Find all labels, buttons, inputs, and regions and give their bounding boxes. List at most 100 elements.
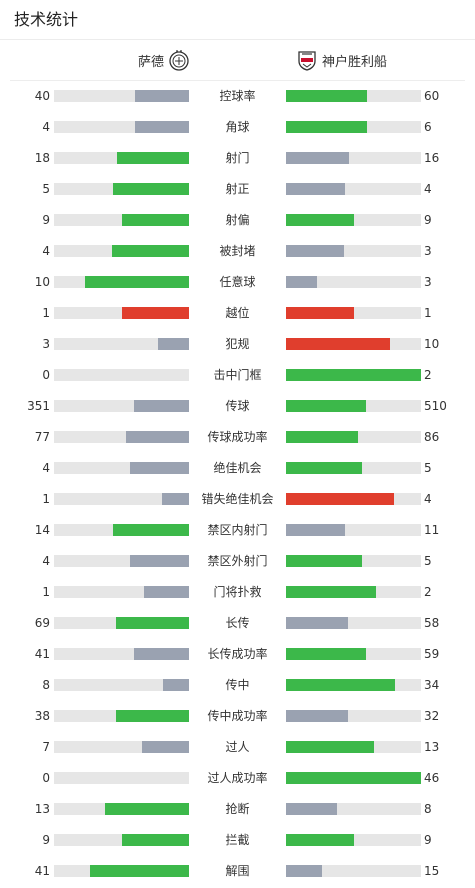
- stat-row: 4 绝佳机会 5: [0, 453, 475, 484]
- stat-row: 1 越位 1: [0, 298, 475, 329]
- away-stat-value: 11: [424, 523, 440, 537]
- away-stat-bar: [286, 586, 421, 598]
- stat-row: 8 传中 34: [0, 670, 475, 701]
- home-stat-fill: [135, 121, 189, 133]
- stat-label: 解围: [225, 864, 250, 878]
- home-stat-bar: [54, 183, 189, 195]
- home-stat-value: 1: [42, 492, 50, 506]
- home-stat-fill: [129, 462, 189, 474]
- home-stat-fill: [157, 338, 189, 350]
- home-stat-value: 4: [42, 461, 50, 475]
- home-stat-bar: [54, 400, 189, 412]
- home-stat-fill: [121, 307, 189, 319]
- away-team-logo-icon: [296, 49, 318, 71]
- stat-label: 绝佳机会: [213, 461, 262, 475]
- away-stat-bar: [286, 90, 421, 102]
- home-stat-bar: [54, 338, 189, 350]
- home-stat-value: 8: [42, 678, 50, 692]
- stat-row: 14 禁区内射门 11: [0, 515, 475, 546]
- home-stat-value: 41: [34, 864, 50, 878]
- away-stat-value: 4: [424, 182, 432, 196]
- away-stat-value: 510: [424, 399, 447, 413]
- stat-row: 9 射偏 9: [0, 205, 475, 236]
- stat-row: 41 解围 15: [0, 856, 475, 887]
- stat-row: 69 长传 58: [0, 608, 475, 639]
- away-stat-value: 4: [424, 492, 432, 506]
- stat-label: 犯规: [225, 337, 250, 351]
- away-stat-bar: [286, 462, 421, 474]
- away-stat-value: 5: [424, 461, 432, 475]
- away-stat-bar: [286, 710, 421, 722]
- home-stat-bar: [54, 710, 189, 722]
- away-stat-fill: [286, 245, 345, 257]
- home-stat-fill: [121, 214, 189, 226]
- home-stat-value: 13: [34, 802, 50, 816]
- home-stat-fill: [90, 865, 189, 877]
- stat-label: 过人成功率: [207, 771, 268, 785]
- away-stat-bar: [286, 865, 421, 877]
- away-stat-fill: [286, 183, 346, 195]
- home-stat-fill: [116, 617, 189, 629]
- stat-row: 4 被封堵 3: [0, 236, 475, 267]
- stat-label: 射偏: [225, 213, 250, 227]
- home-stat-bar: [54, 245, 189, 257]
- home-stat-value: 10: [34, 275, 50, 289]
- home-stat-value: 351: [27, 399, 50, 413]
- home-team[interactable]: 萨德: [138, 40, 194, 80]
- away-stat-fill: [286, 772, 421, 784]
- away-stat-fill: [286, 493, 394, 505]
- away-stat-value: 59: [424, 647, 440, 661]
- stat-row: 1 门将扑救 2: [0, 577, 475, 608]
- away-stat-bar: [286, 152, 421, 164]
- away-stat-value: 3: [424, 244, 432, 258]
- away-stat-value: 46: [424, 771, 440, 785]
- home-stat-value: 77: [34, 430, 50, 444]
- away-stat-bar: [286, 121, 421, 133]
- away-stat-bar: [286, 276, 421, 288]
- away-stat-value: 8: [424, 802, 432, 816]
- away-stat-value: 9: [424, 213, 432, 227]
- home-stat-fill: [141, 741, 189, 753]
- away-stat-value: 9: [424, 833, 432, 847]
- stat-row: 41 长传成功率 59: [0, 639, 475, 670]
- home-team-name: 萨德: [138, 54, 165, 70]
- home-stat-fill: [85, 276, 189, 288]
- stat-label: 门将扑救: [213, 585, 262, 599]
- stat-label: 被封堵: [219, 244, 256, 258]
- away-stat-bar: [286, 741, 421, 753]
- away-stat-value: 60: [424, 89, 440, 103]
- home-stat-bar: [54, 462, 189, 474]
- stat-row: 0 过人成功率 46: [0, 763, 475, 794]
- away-stat-bar: [286, 183, 421, 195]
- away-stat-fill: [286, 338, 390, 350]
- home-stat-fill: [113, 183, 189, 195]
- home-stat-bar: [54, 493, 189, 505]
- stat-label: 射门: [225, 151, 250, 165]
- away-stat-bar: [286, 431, 421, 443]
- home-stat-bar: [54, 524, 189, 536]
- stat-label: 射正: [225, 182, 250, 196]
- stat-row: 0 击中门框 2: [0, 360, 475, 391]
- away-stat-fill: [286, 524, 346, 536]
- away-stat-bar: [286, 772, 421, 784]
- away-stat-bar: [286, 803, 421, 815]
- home-stat-fill: [133, 648, 189, 660]
- stat-row: 7 过人 13: [0, 732, 475, 763]
- stat-label: 禁区内射门: [207, 523, 268, 537]
- away-stat-bar: [286, 493, 421, 505]
- home-stat-fill: [135, 90, 189, 102]
- home-stat-bar: [54, 214, 189, 226]
- stat-row: 10 任意球 3: [0, 267, 475, 298]
- home-stat-bar: [54, 679, 189, 691]
- stat-label: 击中门框: [213, 368, 262, 382]
- stat-row: 38 传中成功率 32: [0, 701, 475, 732]
- away-stat-fill: [286, 617, 349, 629]
- away-stat-value: 2: [424, 368, 432, 382]
- away-stat-value: 10: [424, 337, 440, 351]
- home-stat-fill: [125, 431, 189, 443]
- away-team[interactable]: 神户胜利船: [292, 40, 387, 80]
- away-stat-value: 16: [424, 151, 440, 165]
- stat-label: 任意球: [219, 275, 256, 289]
- home-stat-bar: [54, 834, 189, 846]
- home-stat-fill: [117, 152, 189, 164]
